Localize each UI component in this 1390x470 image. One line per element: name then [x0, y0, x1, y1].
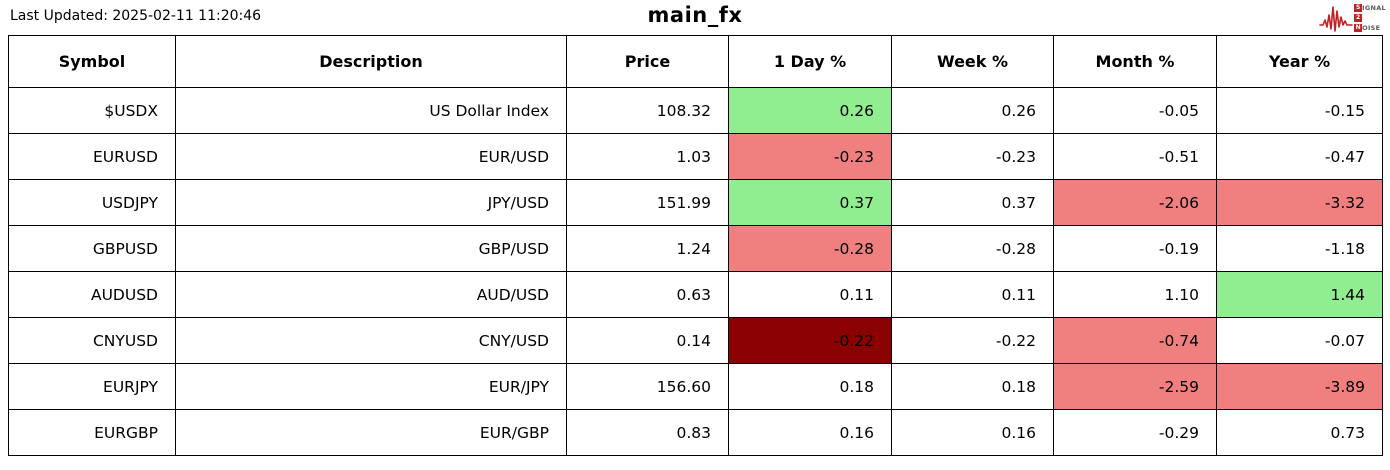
day-change-cell: 0.11 [728, 271, 892, 318]
fx-table-header-row: Symbol Description Price 1 Day % Week % Month… [8, 35, 1383, 88]
month-change-cell: -2.06 [1053, 179, 1217, 226]
logo-text: S IGNAL 2 N OISE [1354, 4, 1386, 33]
logo-line: S IGNAL [1354, 3, 1386, 12]
price-cell: 0.83 [566, 409, 729, 456]
column-header-1-day: 1 Day % [728, 35, 892, 88]
day-change-cell: 0.16 [728, 409, 892, 456]
table-row-audusd: AUDUSD AUD/USD 0.63 0.11 0.11 1.10 1.44 [8, 271, 1383, 318]
description-cell: EUR/GBP [175, 409, 567, 456]
symbol-cell: USDJPY [8, 179, 176, 226]
table-row-gbpusd: GBPUSD GBP/USD 1.24 -0.28 -0.28 -0.19 -1.18 [8, 225, 1383, 272]
price-cell: 1.03 [566, 133, 729, 180]
symbol-cell: AUDUSD [8, 271, 176, 318]
column-header-year: Year % [1216, 35, 1383, 88]
symbol-cell: CNYUSD [8, 317, 176, 364]
logo-line: N OISE [1354, 23, 1381, 32]
month-change-cell: -0.29 [1053, 409, 1217, 456]
table-row-cnyusd: CNYUSD CNY/USD 0.14 -0.22 -0.22 -0.74 -0.07 [8, 317, 1383, 364]
description-cell: JPY/USD [175, 179, 567, 226]
day-change-cell: -0.22 [728, 317, 892, 364]
table-row-eurjpy: EURJPY EUR/JPY 156.60 0.18 0.18 -2.59 -3.89 [8, 363, 1383, 410]
day-change-cell: -0.23 [728, 133, 892, 180]
year-change-cell: -1.18 [1216, 225, 1383, 272]
table-row-usdx: $USDX US Dollar Index 108.32 0.26 0.26 -0.05-… [8, 87, 1383, 134]
page-title: main_fx [647, 3, 743, 27]
symbol-cell: $USDX [8, 87, 176, 134]
month-change-cell: -2.59 [1053, 363, 1217, 410]
column-header-price: Price [566, 35, 729, 88]
month-change-cell: -0.74 [1053, 317, 1217, 364]
week-change-cell: -0.22 [891, 317, 1054, 364]
week-change-cell: 0.37 [891, 179, 1054, 226]
day-change-cell: 0.26 [728, 87, 892, 134]
year-change-cell: -0.07 [1216, 317, 1383, 364]
column-header-month: Month % [1053, 35, 1217, 88]
logo-line: 2 [1354, 14, 1363, 22]
day-change-cell: 0.37 [728, 179, 892, 226]
week-change-cell: 0.11 [891, 271, 1054, 318]
table-row-eurgbp: EURGBP EUR/GBP 0.83 0.16 0.16 -0.29 0.73 [8, 409, 1383, 456]
week-change-cell: 0.26 [891, 87, 1054, 134]
table-row-usdjpy: USDJPY JPY/USD 151.99 0.37 0.37 -2.06 -3.32 [8, 179, 1383, 226]
description-cell: GBP/USD [175, 225, 567, 272]
week-change-cell: 0.18 [891, 363, 1054, 410]
week-change-cell: -0.23 [891, 133, 1054, 180]
month-change-cell: -0.51 [1053, 133, 1217, 180]
fx-table: Symbol Description Price 1 Day % Week % Month… [8, 35, 1383, 456]
year-change-cell: 1.44 [1216, 271, 1383, 318]
table-row-eurusd: EURUSD EUR/USD 1.03 -0.23 -0.23 -0.51 -0.47 [8, 133, 1383, 180]
month-change-cell: -0.19 [1053, 225, 1217, 272]
month-change-cell: 1.10 [1053, 271, 1217, 318]
price-cell: 156.60 [566, 363, 729, 410]
price-cell: 108.32 [566, 87, 729, 134]
symbol-cell: EURGBP [8, 409, 176, 456]
description-cell: EUR/USD [175, 133, 567, 180]
month-change-cell: -0.05 [1053, 87, 1217, 134]
description-cell: CNY/USD [175, 317, 567, 364]
price-cell: 151.99 [566, 179, 729, 226]
week-change-cell: -0.28 [891, 225, 1054, 272]
year-change-cell: -3.89 [1216, 363, 1383, 410]
day-change-cell: 0.18 [728, 363, 892, 410]
year-change-cell: -0.47 [1216, 133, 1383, 180]
description-cell: AUD/USD [175, 271, 567, 318]
last-updated-timestamp: Last Updated: 2025-02-11 11:20:46 [10, 8, 262, 24]
description-cell: EUR/JPY [175, 363, 567, 410]
description-cell: US Dollar Index [175, 87, 567, 134]
symbol-cell: EURJPY [8, 363, 176, 410]
price-cell: 0.14 [566, 317, 729, 364]
signal2noise-logo: S IGNAL 2 N OISE [1319, 3, 1386, 33]
column-header-description: Description [175, 35, 567, 88]
price-cell: 0.63 [566, 271, 729, 318]
waveform-icon [1319, 6, 1353, 32]
fx-table-body: $USDX US Dollar Index 108.32 0.26 0.26 -0.05-… [8, 87, 1383, 456]
column-header-week: Week % [891, 35, 1054, 88]
year-change-cell: -3.32 [1216, 179, 1383, 226]
day-change-cell: -0.28 [728, 225, 892, 272]
column-header-symbol: Symbol [8, 35, 176, 88]
year-change-cell: 0.73 [1216, 409, 1383, 456]
price-cell: 1.24 [566, 225, 729, 272]
week-change-cell: 0.16 [891, 409, 1054, 456]
year-change-cell: -0.15 [1216, 87, 1383, 134]
symbol-cell: GBPUSD [8, 225, 176, 272]
symbol-cell: EURUSD [8, 133, 176, 180]
